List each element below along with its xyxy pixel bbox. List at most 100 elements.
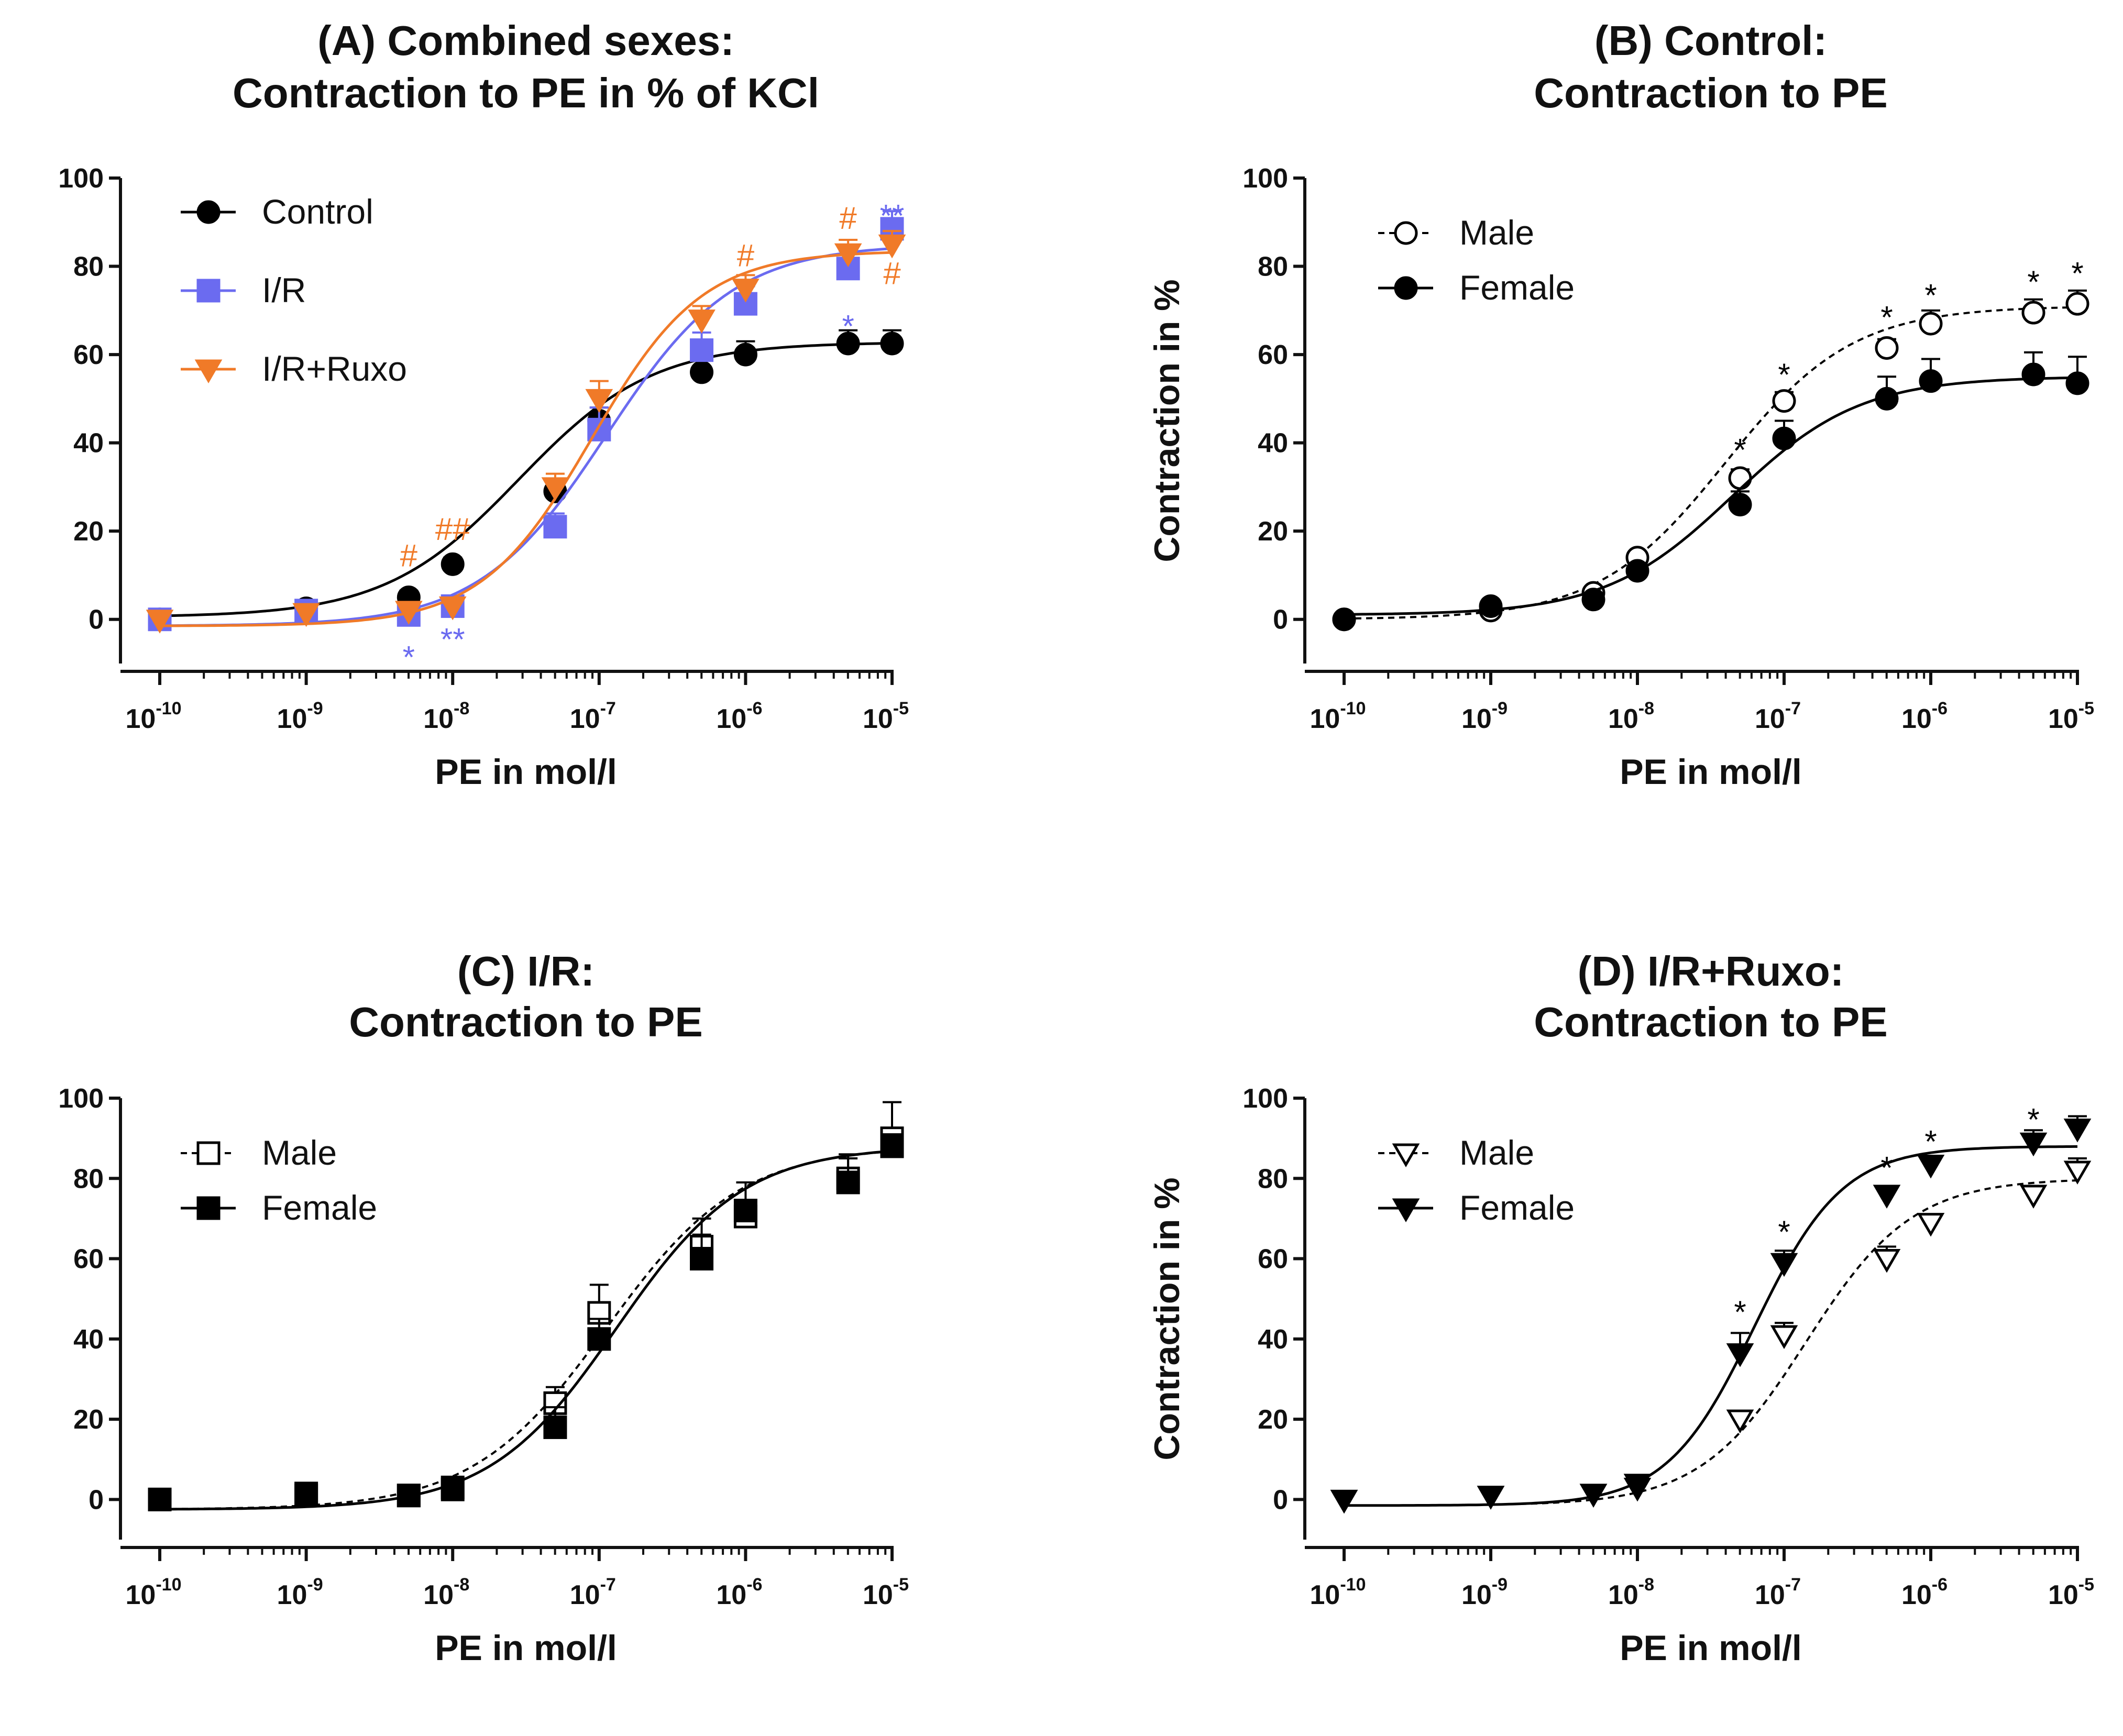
significance-marker: * — [1924, 1124, 1937, 1159]
data-point — [1917, 1213, 1945, 1237]
x-tick-base: 10 — [1608, 704, 1638, 734]
data-point — [1330, 1489, 1358, 1514]
fit-curve — [1344, 306, 2078, 620]
significance-marker: * — [1880, 1150, 1893, 1185]
chart-title-line: Contraction to PE in % of KCl — [233, 70, 819, 116]
x-tick-label: 10-6 — [716, 699, 762, 734]
legend-label: Male — [1459, 213, 1534, 252]
y-axis-label: Contraction in % — [0, 279, 3, 562]
x-tick-base: 10 — [126, 1580, 156, 1610]
data-point — [397, 1484, 421, 1508]
x-tick-base: 10 — [716, 704, 746, 734]
y-tick-label: 100 — [1242, 1083, 1288, 1114]
data-point — [1581, 588, 1605, 612]
legend-marker — [196, 1196, 221, 1220]
legend-label: Female — [1459, 1188, 1575, 1227]
x-tick-label: 10-7 — [1755, 1575, 1801, 1610]
significance-marker: * — [2071, 256, 2083, 291]
legend-marker — [1394, 221, 1418, 245]
legend-label: Female — [262, 1188, 377, 1227]
significance-marker: * — [2027, 1102, 2039, 1137]
fit-curve — [1344, 376, 2078, 616]
x-tick-exponent: -7 — [600, 699, 616, 718]
y-tick-label: 80 — [73, 252, 104, 282]
y-tick-label: 100 — [58, 1083, 104, 1114]
data-point — [732, 279, 760, 303]
x-tick-label: 10-7 — [1755, 699, 1801, 734]
x-tick-base: 10 — [1608, 1580, 1638, 1610]
x-tick-base: 10 — [126, 704, 156, 734]
y-tick-label: 100 — [1242, 163, 1288, 194]
data-point — [294, 1481, 318, 1506]
y-axis-label: Contraction in % — [1147, 279, 1187, 562]
data-point — [880, 331, 904, 356]
x-axis-label: PE in mol/l — [435, 1628, 617, 1668]
series-female — [148, 1133, 904, 1511]
x-tick-exponent: -5 — [893, 699, 909, 718]
chart-title-line: (C) I/R: — [457, 948, 595, 994]
data-point — [2019, 1132, 2048, 1157]
data-point — [2063, 1118, 2092, 1143]
x-tick-label: 10-5 — [2048, 1575, 2094, 1610]
chart-title-line: (D) I/R+Ruxo: — [1578, 948, 1844, 994]
series-male — [1332, 289, 2089, 632]
x-tick-exponent: -8 — [1638, 1575, 1654, 1595]
series-female — [1332, 351, 2089, 632]
y-axis-label: Contraction in % — [0, 1177, 3, 1460]
legend-label: I/R — [262, 271, 306, 309]
x-tick-base: 10 — [1755, 1580, 1785, 1610]
x-tick-exponent: -6 — [746, 699, 762, 718]
x-tick-exponent: -5 — [2078, 1575, 2094, 1595]
x-tick-base: 10 — [1755, 704, 1785, 734]
y-tick-label: 40 — [1258, 428, 1288, 459]
significance-marker: * — [1778, 1214, 1790, 1250]
legend-label: I/R+Ruxo — [262, 349, 407, 388]
x-tick-exponent: -8 — [1638, 699, 1654, 718]
data-point — [2021, 301, 2045, 325]
x-tick-base: 10 — [716, 1580, 746, 1610]
data-point — [1919, 369, 1943, 393]
legend-marker — [196, 200, 221, 224]
y-tick-label: 40 — [1258, 1324, 1288, 1355]
data-point — [1919, 312, 1943, 336]
data-point — [690, 338, 714, 362]
data-point — [1332, 607, 1356, 632]
data-point — [2063, 1160, 2092, 1185]
y-tick-label: 0 — [1273, 1485, 1288, 1515]
chart-title-line: (A) Combined sexes: — [317, 17, 734, 64]
x-tick-label: 10-10 — [1310, 699, 1366, 734]
significance-marker: * — [842, 308, 854, 344]
data-point — [146, 610, 174, 634]
data-point — [585, 389, 613, 413]
legend-label: Male — [262, 1133, 337, 1172]
significance-marker: * — [2027, 264, 2039, 300]
x-tick-exponent: -6 — [1932, 1575, 1948, 1595]
y-tick-label: 20 — [1258, 1405, 1288, 1435]
panel-a-chart: (A) Combined sexes: Contraction to PE in … — [0, 17, 909, 792]
x-tick-label: 10-5 — [2048, 699, 2094, 734]
series-female — [1330, 1115, 2092, 1514]
y-tick-label: 20 — [73, 1405, 104, 1435]
data-point — [1772, 389, 1796, 413]
x-tick-exponent: -9 — [1492, 699, 1508, 718]
significance-marker: # — [839, 201, 857, 236]
y-tick-label: 100 — [58, 163, 104, 194]
legend-marker — [1392, 1143, 1420, 1167]
significance-marker: * — [1778, 357, 1790, 392]
x-tick-exponent: -6 — [1932, 699, 1948, 718]
x-tick-base: 10 — [2048, 704, 2078, 734]
x-tick-exponent: -9 — [307, 1575, 323, 1595]
x-tick-label: 10-6 — [716, 1575, 762, 1610]
legend-marker — [1394, 276, 1418, 300]
data-point — [878, 234, 906, 259]
legend-marker — [196, 1141, 221, 1165]
x-tick-exponent: -7 — [600, 1575, 616, 1595]
chart-title-line: Contraction to PE — [1534, 70, 1888, 116]
data-point — [733, 1199, 757, 1223]
data-point — [1477, 1486, 1505, 1510]
data-point — [1917, 1154, 1945, 1179]
significance-marker: ## — [435, 512, 470, 547]
x-tick-base: 10 — [863, 704, 893, 734]
y-tick-label: 80 — [1258, 252, 1288, 282]
x-tick-base: 10 — [570, 704, 600, 734]
